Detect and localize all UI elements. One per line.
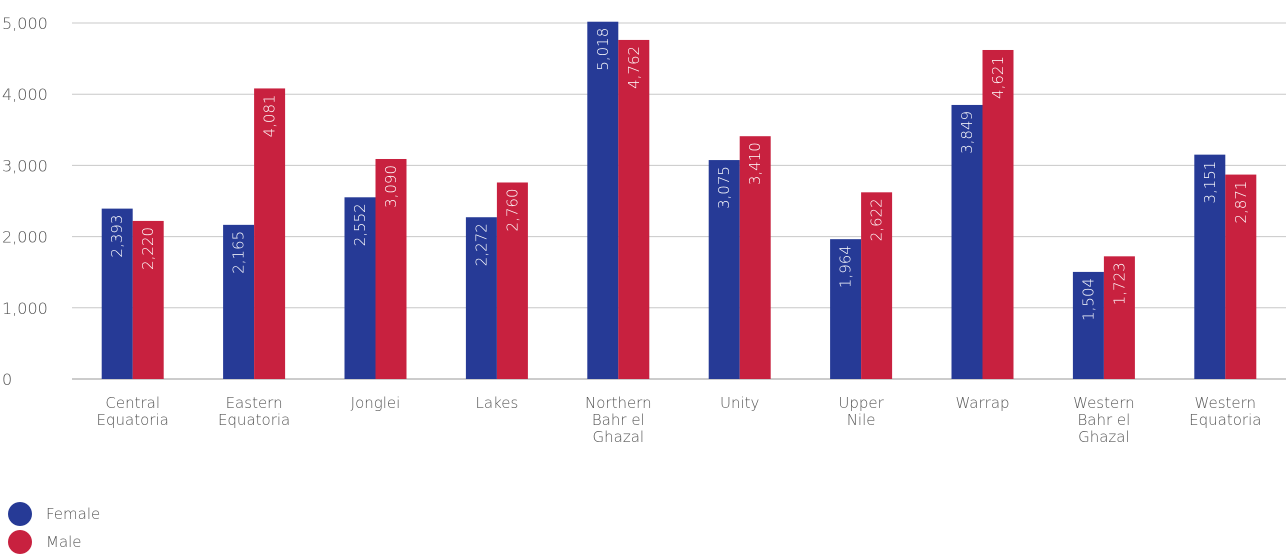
bar-female: [344, 197, 376, 379]
bars: [101, 21, 1257, 380]
bar-value-label: 3,849: [958, 111, 976, 154]
bar-female: [708, 160, 740, 379]
bar-value-label: 2,165: [230, 231, 248, 274]
bar-value-label: 4,081: [261, 94, 279, 137]
y-tick-label: 4,000: [2, 85, 48, 104]
x-tick-label-line: Upper: [838, 394, 884, 412]
x-tick-label: Western Equatoria: [1189, 394, 1261, 429]
bar-female: [1194, 154, 1226, 379]
bar-labels: 2,393 2,220 2,165 4,081 2,552 3,090 2,272 2,760…: [108, 28, 1250, 321]
bar-value-label: 1,964: [837, 245, 855, 288]
bar-value-label: 3,090: [382, 165, 400, 208]
x-tick-label-line: Lakes: [476, 394, 519, 412]
x-tick-label-line: Nile: [847, 411, 876, 429]
bar-value-label: 3,075: [715, 166, 733, 209]
x-tick-label: Northern Bahr el Ghazal: [585, 394, 652, 446]
x-tick-label: Eastern Equatoria: [218, 394, 290, 429]
x-tick-label: Unity: [720, 394, 760, 412]
x-tick-label-line: Ghazal: [1078, 428, 1130, 446]
bar-value-label: 5,018: [594, 28, 612, 71]
bar-value-label: 2,272: [472, 223, 490, 266]
bar-value-label: 2,760: [503, 188, 521, 231]
bar-male: [375, 158, 407, 379]
x-tick-label-line: Jonglei: [351, 394, 401, 412]
x-tick-label-line: Ghazal: [593, 428, 645, 446]
y-tick-label: 0: [2, 370, 12, 389]
bar-male: [254, 88, 286, 379]
x-tick-label: Upper Nile: [838, 394, 884, 429]
legend: Female Male: [8, 500, 100, 556]
bar-value-label: 4,621: [989, 56, 1007, 99]
x-tick-label: Western Bahr el Ghazal: [1073, 394, 1135, 446]
x-tick-label-line: Unity: [720, 394, 760, 412]
x-tick-label-line: Bahr el: [592, 411, 645, 429]
bar-male: [496, 182, 528, 379]
bar-value-label: 2,871: [1232, 181, 1250, 224]
bar-male: [1103, 256, 1135, 379]
bar-value-label: 1,723: [1110, 262, 1128, 305]
y-tick-label: 5,000: [2, 14, 48, 33]
legend-swatch-male: [8, 530, 32, 554]
bar-male: [982, 49, 1014, 379]
bar-male: [861, 192, 893, 379]
bar-value-label: 2,220: [139, 227, 157, 270]
x-tick-label-line: Western: [1073, 394, 1135, 412]
x-tick-label: Warrap: [955, 394, 1009, 412]
bar-male: [1225, 174, 1257, 379]
legend-label-female: Female: [46, 505, 101, 523]
bar-female: [101, 208, 133, 379]
legend-item-female: Female: [8, 500, 100, 528]
x-tick-label: Lakes: [476, 394, 519, 412]
bar-male: [618, 39, 650, 380]
legend-swatch-female: [8, 502, 32, 526]
y-tick-label: 2,000: [2, 228, 48, 247]
bar-female: [951, 104, 983, 379]
y-tick-label: 3,000: [2, 156, 48, 175]
bar-female: [465, 217, 497, 379]
bar-value-label: 2,552: [351, 203, 369, 246]
y-axis-ticks: 0 1,000 2,000 3,000 4,000 5,000: [2, 14, 48, 389]
bar-value-label: 4,762: [625, 46, 643, 89]
bar-female: [1072, 271, 1104, 379]
x-tick-label-line: Warrap: [955, 394, 1009, 412]
bar-female: [587, 21, 619, 380]
bar-male: [132, 220, 164, 379]
bar-value-label: 2,393: [108, 215, 126, 258]
bar-value-label: 2,622: [868, 198, 886, 241]
bar-male: [739, 136, 771, 379]
x-tick-label: Jonglei: [351, 394, 401, 412]
x-tick-label-line: Northern: [585, 394, 652, 412]
x-tick-label-line: Bahr el: [1077, 411, 1130, 429]
legend-item-male: Male: [8, 528, 100, 556]
bar-value-label: 3,410: [746, 142, 764, 185]
bar-value-label: 3,151: [1201, 161, 1219, 204]
x-tick-label: Central Equatoria: [97, 394, 169, 429]
bar-female: [223, 224, 255, 379]
x-tick-label-line: Equatoria: [218, 411, 290, 429]
x-tick-label-line: Central: [105, 394, 160, 412]
y-tick-label: 1,000: [2, 299, 48, 318]
legend-label-male: Male: [46, 533, 82, 551]
x-tick-label-line: Equatoria: [1189, 411, 1261, 429]
bar-female: [830, 239, 862, 379]
bar-value-label: 1,504: [1079, 278, 1097, 321]
x-tick-label-line: Equatoria: [97, 411, 169, 429]
x-tick-label-line: Eastern: [226, 394, 283, 412]
x-tick-label-line: Western: [1195, 394, 1257, 412]
